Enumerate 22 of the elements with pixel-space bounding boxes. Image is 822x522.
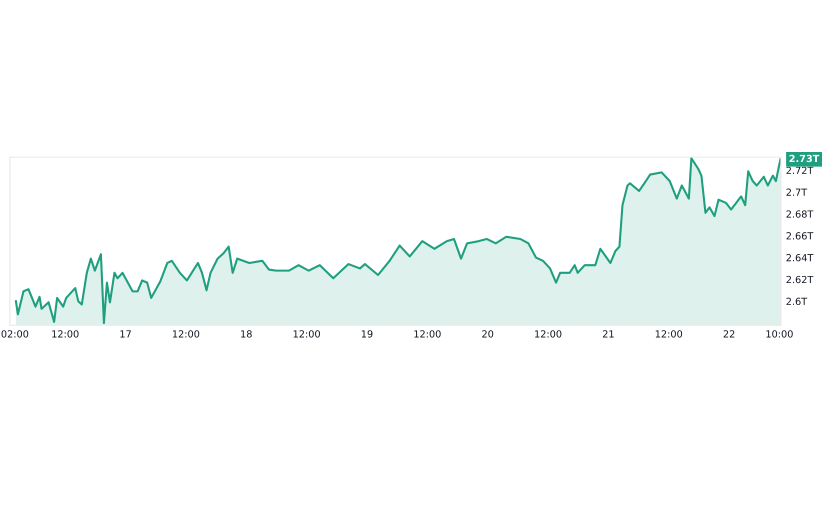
x-tick-label: 12:00 — [656, 330, 682, 338]
x-tick-label: 02:00 — [2, 330, 28, 338]
x-tick-label: 10:00 — [766, 330, 793, 338]
y-tick-label: 2.66T — [786, 232, 814, 240]
x-tick-label: 19 — [362, 330, 372, 338]
x-tick-label: 12:00 — [294, 330, 320, 338]
x-tick-label: 17 — [120, 330, 131, 338]
x-tick-label: 21 — [602, 330, 614, 338]
y-tick-label: 2.7T — [786, 188, 808, 196]
x-tick-label: 20 — [482, 330, 494, 338]
x-tick-label: 18 — [241, 330, 252, 338]
x-tick-label: 22 — [724, 330, 734, 338]
x-tick-label: 12:00 — [172, 330, 200, 338]
y-tick-label: 2.72T — [786, 166, 814, 174]
x-tick-label: 12:00 — [52, 330, 79, 338]
x-tick-label: 12:00 — [414, 330, 441, 338]
y-tick-label: 2.68T — [786, 210, 814, 218]
y-tick-label: 2.62T — [786, 276, 814, 284]
annotation: 2.73T — [790, 154, 820, 162]
x-tick-label: 12:00 — [535, 330, 562, 338]
y-tick-label: 2.64T — [786, 254, 814, 262]
y-tick-label: 2.6T — [786, 298, 808, 306]
